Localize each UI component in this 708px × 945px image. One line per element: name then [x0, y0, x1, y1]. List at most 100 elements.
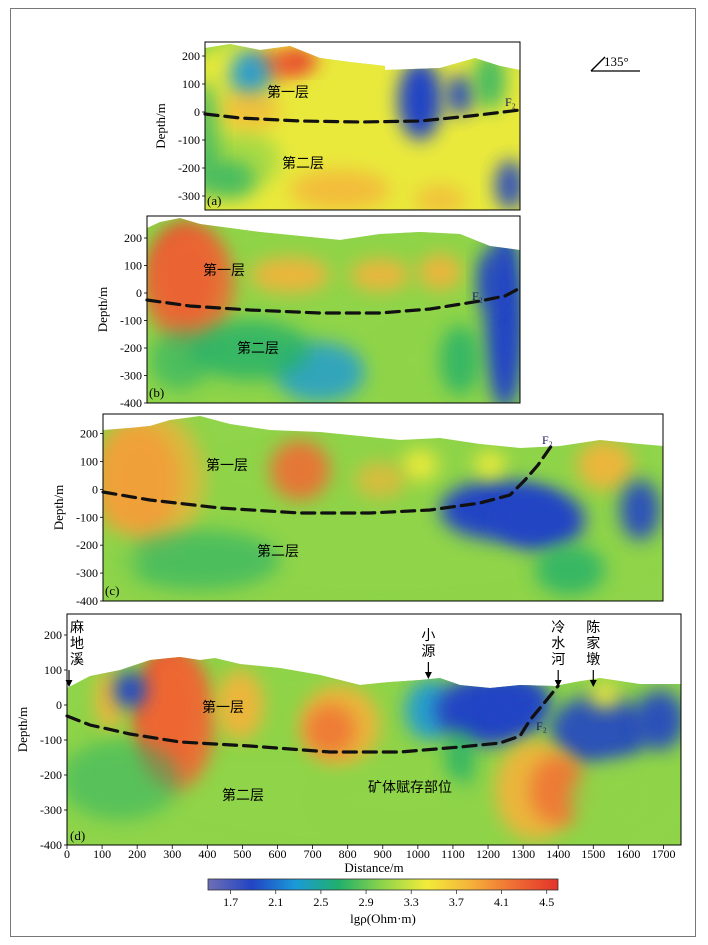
x-tick-label: 1100 — [441, 847, 465, 861]
place-arrowhead — [65, 680, 73, 687]
resistivity-section — [205, 44, 520, 210]
panel-frame — [66, 613, 682, 846]
x-tick-label: 1400 — [546, 847, 570, 861]
colorbar: lgρ(Ohm·m) 1.7 2.1 2.5 2.9 3.3 3.7 4.1 4.5 — [207, 878, 559, 926]
panel-frame — [146, 215, 521, 404]
layer-boundary-line — [203, 108, 522, 124]
layer-label: 第二层 — [257, 543, 299, 560]
fault-label: F₂ — [542, 433, 553, 447]
colorbar-tick-label: 2.5 — [313, 895, 328, 909]
place-arrowhead — [554, 680, 562, 687]
panels: 2001000-100-200-300Depth/m第一层第二层F₂(a)200… — [15, 41, 682, 875]
x-tick-label: 1600 — [616, 847, 640, 861]
place-name: 小源 — [421, 628, 435, 660]
layer-boundary-line — [101, 443, 554, 515]
x-tick-label: 100 — [93, 847, 111, 861]
place-marker: 小源 — [421, 628, 435, 679]
x-tick-label: 400 — [198, 847, 216, 861]
y-tick-label: -400 — [76, 594, 98, 608]
y-tick-label: 100 — [80, 454, 98, 468]
y-tick-label: 200 — [80, 427, 98, 441]
y-tick-label: 0 — [56, 698, 62, 712]
x-tick-label: 900 — [374, 847, 392, 861]
layer-label: 第二层 — [222, 787, 264, 804]
colorbar-tick-label: 4.1 — [494, 895, 509, 909]
colorbar-tick-label: 3.7 — [449, 895, 464, 909]
layer-label: 第二层 — [237, 340, 279, 357]
y-tick-label: -400 — [120, 396, 142, 410]
azimuth-indicator: 135° — [590, 54, 640, 72]
y-tick-label: -100 — [40, 733, 62, 747]
y-tick-label: -200 — [178, 161, 200, 175]
x-tick-label: 500 — [233, 847, 251, 861]
x-tick-label: 200 — [128, 847, 146, 861]
colorbar-gradient — [207, 878, 559, 891]
y-tick-label: 0 — [92, 482, 98, 496]
layer-label: 第一层 — [202, 699, 244, 716]
x-tick-label: 1000 — [406, 847, 430, 861]
place-name: 麻地溪 — [70, 620, 84, 668]
y-axis-label: Depth/m — [51, 485, 66, 531]
y-tick-label: -300 — [40, 803, 62, 817]
panel-letter: (d) — [70, 828, 85, 843]
layer-boundary-line — [145, 286, 522, 315]
y-tick-label: 100 — [182, 77, 200, 91]
colorbar-tick-label: 4.5 — [539, 895, 554, 909]
y-tick-label: 100 — [44, 663, 62, 677]
fault-label: F₂ — [536, 719, 547, 733]
x-tick-label: 1200 — [476, 847, 500, 861]
x-tick-label: 1500 — [581, 847, 605, 861]
colorbar-tick-label: 2.1 — [268, 895, 283, 909]
colorbar-tick-label: 3.3 — [404, 895, 419, 909]
y-tick-label: -300 — [76, 566, 98, 580]
x-tick-label: 300 — [163, 847, 181, 861]
y-tick-label: -300 — [178, 189, 200, 203]
panel-letter: (b) — [149, 385, 164, 400]
x-tick-label: 1700 — [651, 847, 675, 861]
panel-letter: (c) — [105, 583, 119, 598]
place-arrowhead — [424, 672, 432, 679]
y-tick-label: -400 — [40, 838, 62, 852]
ore-body-label: 矿体赋存部位 — [368, 780, 452, 796]
place-name: 冷水河 — [551, 620, 565, 668]
colorbar-label: lgρ(Ohm·m) — [350, 911, 416, 926]
figure-frame — [10, 8, 696, 937]
y-tick-label: 200 — [182, 49, 200, 63]
panel-letter: (a) — [207, 193, 221, 208]
y-tick-label: 100 — [124, 259, 142, 273]
y-tick-label: -100 — [76, 510, 98, 524]
y-tick-label: -200 — [120, 341, 142, 355]
y-tick-label: 200 — [124, 231, 142, 245]
x-tick-label: 1300 — [511, 847, 535, 861]
place-marker: 麻地溪 — [65, 620, 84, 687]
x-tick-label: 600 — [269, 847, 287, 861]
y-axis-label: Depth/m — [153, 103, 168, 149]
y-axis-label: Depth/m — [15, 707, 30, 753]
layer-label: 第二层 — [282, 155, 324, 172]
place-name: 陈家墩 — [586, 619, 600, 668]
colorbar-tick-label: 1.7 — [223, 895, 238, 909]
y-tick-label: 0 — [194, 105, 200, 119]
x-tick-label: 800 — [339, 847, 357, 861]
layer-label: 第一层 — [206, 457, 248, 474]
y-tick-label: -200 — [76, 538, 98, 552]
layer-label: 第一层 — [267, 84, 309, 101]
y-tick-label: 200 — [44, 628, 62, 642]
colorbar-tick-label: 2.9 — [359, 895, 374, 909]
y-tick-label: -300 — [120, 369, 142, 383]
place-arrowhead — [589, 680, 597, 687]
y-tick-label: -100 — [178, 133, 200, 147]
fault-label: F₂ — [505, 95, 516, 109]
panel-frame — [204, 41, 521, 211]
place-marker: 冷水河 — [551, 620, 565, 687]
y-axis-label: Depth/m — [95, 287, 110, 333]
y-tick-label: -200 — [40, 768, 62, 782]
resistivity-section — [147, 218, 520, 403]
place-marker: 陈家墩 — [586, 619, 600, 687]
fault-label: F₂ — [472, 289, 483, 303]
panel-frame — [102, 413, 664, 602]
